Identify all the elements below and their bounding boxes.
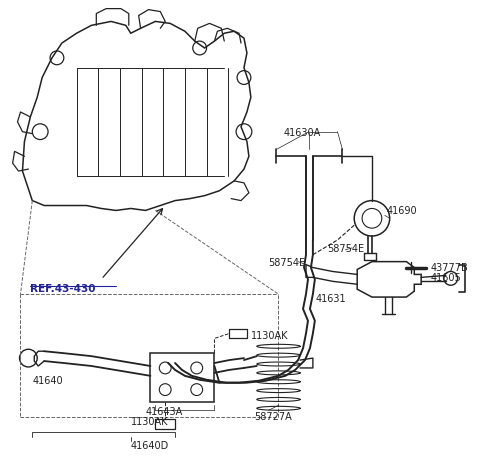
- Text: 58727A: 58727A: [254, 412, 291, 422]
- Text: 58754E: 58754E: [269, 258, 306, 268]
- Text: 41605: 41605: [431, 273, 462, 283]
- Bar: [150, 353, 215, 402]
- Text: REF.43-430: REF.43-430: [30, 284, 96, 294]
- Text: 41640D: 41640D: [131, 441, 169, 451]
- Text: 1130AK: 1130AK: [131, 417, 168, 427]
- Text: 1130AK: 1130AK: [251, 330, 288, 340]
- Text: 43777B: 43777B: [431, 263, 469, 273]
- Text: 41631: 41631: [316, 294, 347, 304]
- Text: 41643A: 41643A: [145, 407, 183, 417]
- Text: 41690: 41690: [387, 206, 417, 216]
- Text: 41640: 41640: [32, 376, 63, 386]
- Text: 58754E: 58754E: [328, 244, 365, 254]
- Text: 41630A: 41630A: [283, 128, 321, 138]
